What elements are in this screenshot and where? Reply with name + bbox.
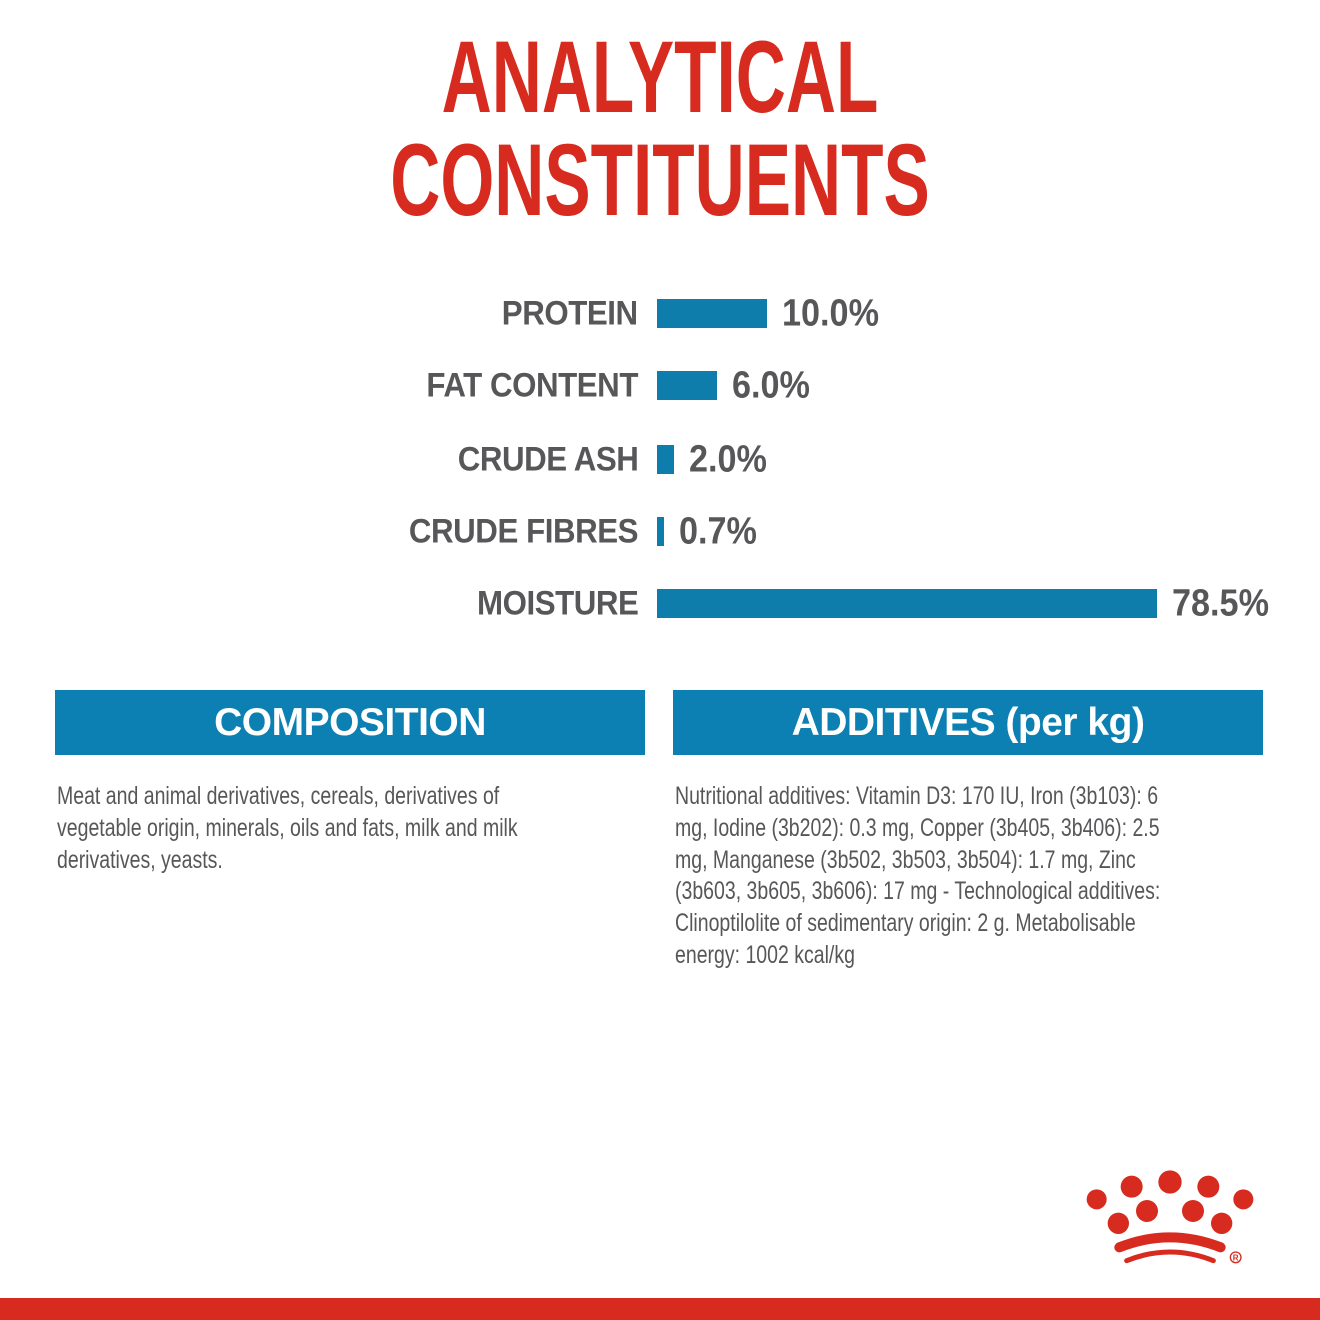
chart-category-label: PROTEIN bbox=[502, 294, 638, 332]
chart-category-label: FAT CONTENT bbox=[426, 366, 638, 404]
chart-row: PROTEIN 10.0% bbox=[0, 292, 1320, 334]
crown-base-arc-thick bbox=[1114, 1232, 1226, 1253]
chart-bar bbox=[657, 517, 664, 546]
analytical-constituents-bar-chart: PROTEIN 10.0% FAT CONTENT 6.0% CRUDE ASH 2.0%… bbox=[0, 292, 1320, 624]
chart-category-label: CRUDE ASH bbox=[457, 440, 638, 478]
chart-row: MOISTURE 78.5% bbox=[0, 582, 1320, 624]
title-line-1: ANALYTICAL bbox=[441, 20, 879, 134]
chart-category-label: MOISTURE bbox=[476, 584, 639, 622]
composition-body-text: Meat and animal derivatives, cereals, de… bbox=[57, 782, 518, 874]
chart-value-label: 0.7% bbox=[679, 510, 757, 552]
chart-row: FAT CONTENT 6.0% bbox=[0, 364, 1320, 406]
chart-category-label: CRUDE FIBRES bbox=[408, 512, 639, 550]
composition-header-label: COMPOSITION bbox=[214, 700, 486, 744]
chart-value-label: 6.0% bbox=[732, 364, 810, 406]
additives-body-text: Nutritional additives: Vitamin D3: 170 I… bbox=[675, 782, 1161, 969]
svg-text:R: R bbox=[1233, 1253, 1239, 1262]
chart-value-label: 2.0% bbox=[689, 438, 767, 480]
composition-header: COMPOSITION bbox=[55, 690, 645, 755]
chart-row: CRUDE FIBRES 0.7% bbox=[0, 510, 1320, 552]
chart-value-label: 10.0% bbox=[782, 292, 879, 334]
brand-red-bar bbox=[0, 1298, 1320, 1320]
additives-header: ADDITIVES (per kg) bbox=[673, 690, 1263, 755]
chart-bar bbox=[657, 299, 767, 328]
title-line-2: CONSTITUENTS bbox=[390, 123, 930, 237]
royal-canin-crown-logo: R bbox=[1086, 1170, 1254, 1264]
crown-base-arc-thin bbox=[1124, 1249, 1216, 1264]
chart-value-label: 78.5% bbox=[1172, 582, 1269, 624]
registered-trademark-icon: R bbox=[1229, 1251, 1242, 1264]
additives-header-label: ADDITIVES (per kg) bbox=[791, 700, 1145, 744]
page-title: ANALYTICAL CONSTITUENTS bbox=[211, 26, 1109, 232]
chart-bar bbox=[657, 589, 1157, 618]
chart-bar bbox=[657, 445, 674, 474]
chart-row: CRUDE ASH 2.0% bbox=[0, 438, 1320, 480]
crown-dots bbox=[1086, 1170, 1254, 1234]
chart-bar bbox=[657, 371, 717, 400]
